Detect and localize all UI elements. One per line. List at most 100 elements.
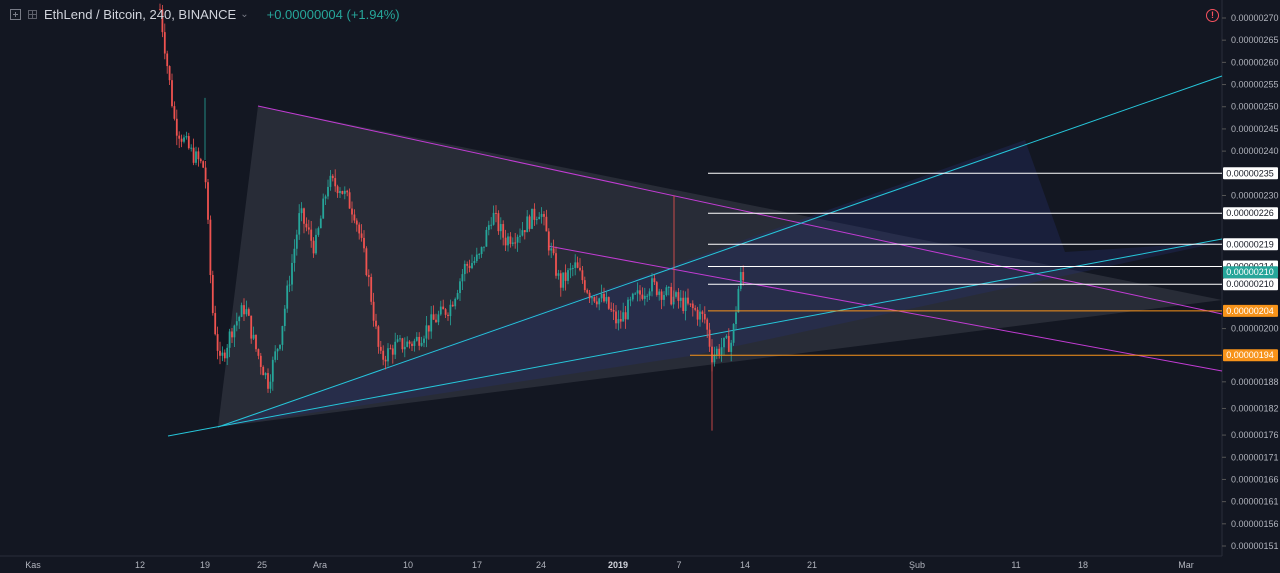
candle-body [454,298,457,307]
candle-body [283,308,286,327]
candle-body [171,80,173,107]
candle-body [562,272,565,288]
candle-body [269,381,272,389]
price-tick-label: 0.00000230 [1231,190,1279,200]
symbol-title[interactable]: EthLend / Bitcoin, 240, BINANCE [44,7,237,22]
candle-body [610,308,613,311]
candle-body [653,278,656,283]
candle-body [485,229,488,247]
candle-body [718,348,721,355]
level-tag-bg [1223,167,1278,180]
level-tag-label: 0.00000226 [1226,208,1274,218]
candle-body [641,294,644,299]
time-tick-label: Mar [1178,560,1194,570]
candle-body [444,309,447,315]
candle-body [571,267,574,269]
level-tag-label: 0.00000235 [1226,168,1274,178]
price-tick-label: 0.00000188 [1231,377,1279,387]
time-tick-label: 7 [676,560,681,570]
candle-body [435,319,437,323]
candle-body [528,216,531,229]
price-tick-label: 0.00000182 [1231,403,1279,413]
candle-body [221,352,224,356]
candle-body [523,230,526,233]
candle-body [703,314,706,320]
time-tick-label: 18 [1078,560,1088,570]
candle-body [334,178,337,187]
candle-body [732,324,735,343]
candle-body [535,219,538,221]
candle-body [663,295,665,300]
candle-body [511,242,514,244]
candle-body [516,236,519,243]
candle-body [466,263,469,266]
alert-icon[interactable]: ! [1206,9,1219,22]
time-tick-label: 12 [135,560,145,570]
candle-body [459,281,461,294]
candle-body [694,308,697,310]
candle-body [430,314,433,332]
candle-body [456,293,459,299]
candle-body [437,314,440,323]
candle-body [207,182,209,220]
resistance-trendline [257,105,1223,315]
candle-body [627,299,629,320]
candle-body [312,240,315,254]
candle-body [427,325,430,332]
candle-body [216,334,219,351]
candle-body [552,248,555,254]
candle-body [178,135,181,139]
time-tick-label: Ara [313,560,327,570]
candle-body [679,297,682,301]
candle-body [622,312,625,322]
price-tick-label: 0.00000265 [1231,35,1279,45]
level-tag-bg [1223,278,1278,291]
candle-body [185,136,188,138]
candle-body [394,341,397,355]
candle-body [327,186,329,197]
candle-body [471,263,473,269]
candle-body [415,336,418,341]
candle-body [499,224,502,232]
candle-body [684,297,687,311]
candle-body [473,260,476,264]
candle-body [576,262,579,268]
layout-icon[interactable] [28,10,37,19]
candle-body [533,208,536,220]
candle-body [183,137,185,142]
candle-body [420,342,423,346]
candle-body [180,138,183,142]
price-tick-label: 0.00000171 [1231,452,1279,462]
candle-body [696,309,699,320]
candle-body [550,248,553,251]
candle-body [504,237,507,246]
candle-body [682,297,685,311]
candle-body [219,350,221,356]
price-tick-label: 0.00000166 [1231,474,1279,484]
candle-body [492,212,495,225]
candle-body [329,175,332,187]
candle-body [612,310,615,312]
chevron-down-icon[interactable]: ⌄ [240,9,249,20]
candle-body [411,343,413,346]
candle-body [648,291,651,296]
candle-body [670,286,673,305]
candle-body [730,342,733,352]
candle-body [168,66,171,81]
price-tick-label: 0.00000260 [1231,57,1279,67]
candle-body [687,297,689,304]
candle-body [307,227,310,230]
expand-icon[interactable] [10,9,21,20]
candle-body [579,267,581,271]
candle-body [586,290,589,293]
candle-body [451,304,454,307]
candle-body [276,348,279,352]
last-price-tag-bg [1223,266,1278,279]
candle-body [324,196,327,199]
time-tick-label: 2019 [608,560,628,570]
price-tick-label: 0.00000255 [1231,80,1279,90]
price-tick-label: 0.00000250 [1231,102,1279,112]
candle-body [509,236,512,244]
level-tag-bg [1223,304,1278,317]
